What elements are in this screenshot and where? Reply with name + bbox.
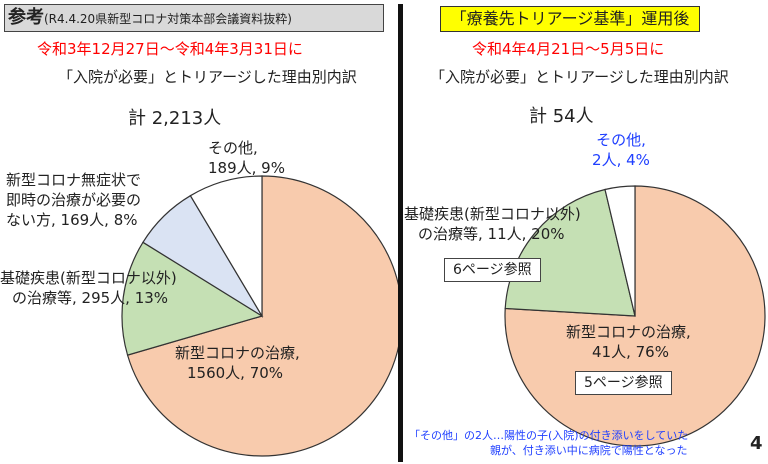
right-label-other-line2: 2人, 4% <box>592 151 650 169</box>
right-label-underlying: 基礎疾患(新型コロナ以外) の治療等, 11人, 20% <box>404 204 581 244</box>
right-total: 計 54人 <box>529 106 594 127</box>
page6-reference-box: 6ページ参照 <box>444 258 541 282</box>
right-label-underlying-line2: の治療等, 11人, 20% <box>418 225 565 243</box>
right-period: 令和4年4月21日～5月5日に <box>472 40 665 58</box>
footnote-line2: 親が、付き添い中に病院で陽性となった <box>490 444 688 457</box>
left-label-underlying-line2: の治療等, 295人, 13% <box>12 289 169 307</box>
pie2-slice-other <box>604 185 636 317</box>
left-header-main: 参考 <box>8 7 44 28</box>
left-period: 令和3年12月27日～令和4年3月31日に <box>37 40 303 58</box>
left-header-source: (R4.4.20県新型コロナ対策本部会議資料抜粋) <box>44 12 292 26</box>
footnote-line1: 「その他」の2人…陽性の子(入院)の付き添いをしていた <box>409 429 689 442</box>
left-label-other-line2: 189人, 9% <box>208 159 285 177</box>
left-total: 計 2,213人 <box>128 108 222 129</box>
left-label-asymptomatic-line1: 新型コロナ無症状で <box>6 171 142 189</box>
left-label-underlying-line1: 基礎疾患(新型コロナ以外) <box>0 269 177 287</box>
page5-reference-box: 5ページ参照 <box>575 371 672 395</box>
left-header-box: 参考(R4.4.20県新型コロナ対策本部会議資料抜粋) <box>4 4 384 32</box>
pie1-slice-covid <box>126 175 403 457</box>
left-subtitle: 「入院が必要」とトリアージした理由別内訳 <box>58 68 357 86</box>
right-header-box: 「療養先トリアージ基準」運用後 <box>440 6 700 32</box>
pie2-slice-covid <box>504 185 766 447</box>
panel-divider <box>398 4 403 462</box>
pie1-slice-underlying <box>121 241 264 356</box>
left-label-other-line1: その他, <box>208 139 258 157</box>
right-label-other: その他, 2人, 4% <box>578 130 664 170</box>
left-label-covid: 新型コロナの治療, 1560人, 70% <box>175 343 300 383</box>
right-label-covid-line2: 41人, 76% <box>592 343 669 361</box>
page-number: 4 <box>750 433 763 454</box>
left-label-asymptomatic-line2: 即時の治療が必要の <box>6 191 142 209</box>
left-label-covid-line2: 1560人, 70% <box>187 364 284 382</box>
right-subtitle: 「入院が必要」とトリアージした理由別内訳 <box>430 68 729 86</box>
left-label-asymptomatic: 新型コロナ無症状で 即時の治療が必要の ない方, 169人, 8% <box>6 170 141 230</box>
right-label-underlying-line1: 基礎疾患(新型コロナ以外) <box>404 205 581 223</box>
left-label-asymptomatic-line3: ない方, 169人, 8% <box>6 211 138 229</box>
right-label-covid-line1: 新型コロナの治療, <box>566 323 691 341</box>
pie2-slice-underlying <box>504 188 636 317</box>
right-label-other-line1: その他, <box>596 131 646 149</box>
left-label-covid-line1: 新型コロナの治療, <box>175 344 300 362</box>
pie1-slice-other <box>189 175 263 319</box>
left-label-underlying: 基礎疾患(新型コロナ以外) の治療等, 295人, 13% <box>0 268 177 308</box>
right-label-covid: 新型コロナの治療, 41人, 76% <box>566 322 691 362</box>
left-label-other: その他, 189人, 9% <box>208 138 285 178</box>
